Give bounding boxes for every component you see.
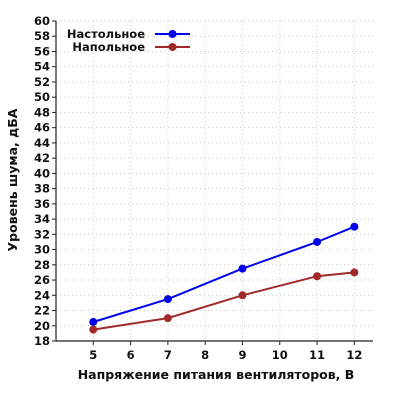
- y-tick-label: 58: [34, 29, 50, 43]
- x-tick-label: 6: [127, 348, 135, 362]
- series-line-2: [93, 271, 355, 331]
- y-tick-label: 36: [34, 197, 50, 211]
- x-tick-label: 12: [346, 348, 362, 362]
- legend-label: Настольное: [67, 27, 145, 41]
- data-point: [238, 291, 247, 300]
- y-tick-label: 44: [34, 136, 50, 150]
- data-point: [89, 325, 98, 334]
- legend-label: Напольное: [72, 40, 145, 54]
- data-point: [350, 222, 359, 231]
- data-point: [238, 264, 247, 273]
- y-tick-label: 40: [34, 166, 50, 180]
- legend-marker: [168, 30, 177, 38]
- y-tick-label: 52: [34, 75, 50, 89]
- x-tick-label: 10: [272, 348, 288, 362]
- data-point: [350, 268, 359, 277]
- y-tick-label: 48: [34, 105, 50, 119]
- y-tick-label: 32: [34, 227, 50, 241]
- y-tick-label: 50: [34, 90, 50, 104]
- data-point: [89, 317, 98, 326]
- y-tick-label: 20: [34, 319, 50, 333]
- y-axis-label: Уровень шума, дБА: [5, 108, 20, 251]
- y-tick-label: 34: [34, 212, 50, 226]
- grid: [56, 20, 373, 341]
- data-point: [163, 314, 172, 323]
- y-tick-label: 26: [34, 273, 50, 287]
- x-tick-label: 7: [164, 348, 172, 362]
- y-tick-label: 28: [34, 258, 50, 272]
- y-tick-label: 56: [34, 44, 50, 58]
- x-tick-label: 8: [201, 348, 209, 362]
- y-tick-label: 18: [34, 334, 50, 348]
- data-point: [163, 295, 172, 304]
- x-tick-label: 11: [309, 348, 325, 362]
- x-axis-ticks: 5 6 7 8 9 10 11 12: [89, 341, 362, 362]
- y-tick-label: 54: [34, 60, 50, 74]
- y-tick-label: 22: [34, 304, 50, 318]
- y-tick-label: 60: [34, 14, 50, 28]
- x-tick-label: 9: [238, 348, 246, 362]
- data-point: [313, 237, 322, 246]
- x-tick-label: 5: [89, 348, 97, 362]
- x-axis-label: Напряжение питания вентиляторов, В: [78, 367, 355, 382]
- series: [89, 222, 359, 334]
- y-tick-label: 46: [34, 121, 50, 135]
- y-tick-label: 24: [34, 288, 50, 302]
- data-point: [313, 272, 322, 281]
- y-tick-label: 42: [34, 151, 50, 165]
- y-tick-label: 38: [34, 182, 50, 196]
- y-tick-label: 30: [34, 243, 50, 257]
- legend-marker: [168, 43, 177, 51]
- axes: [55, 21, 373, 342]
